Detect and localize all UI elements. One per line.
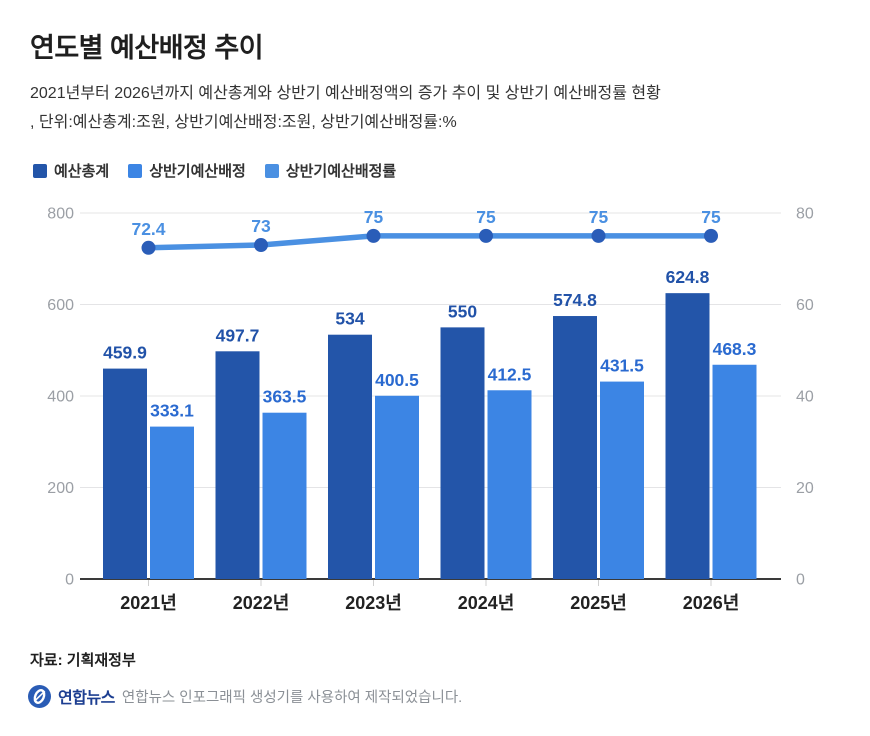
legend-label: 예산총계 [54,163,110,180]
brand-name: 연합뉴스 [58,690,115,707]
svg-text:75: 75 [364,207,384,227]
svg-text:2026년: 2026년 [683,593,740,613]
svg-text:624.8: 624.8 [666,267,710,287]
svg-text:2022년: 2022년 [233,593,290,613]
svg-text:400: 400 [47,389,74,406]
source-note: 자료: 기획재정부 [30,652,136,669]
svg-text:574.8: 574.8 [553,290,597,310]
svg-text:200: 200 [47,480,74,497]
svg-text:534: 534 [335,309,364,329]
svg-text:2024년: 2024년 [458,593,515,613]
subtitle-line-1: 2021년부터 2026년까지 예산총계와 상반기 예산배정액의 증가 추이 및… [30,85,661,102]
svg-text:550: 550 [448,301,477,321]
svg-text:72.4: 72.4 [131,219,165,239]
svg-text:459.9: 459.9 [103,343,147,363]
svg-text:2025년: 2025년 [570,593,627,613]
svg-text:468.3: 468.3 [713,339,757,359]
legend-item-budget-total: 예산총계 [33,160,109,181]
yonhap-logo-icon [28,684,51,708]
svg-text:497.7: 497.7 [216,325,260,345]
svg-text:412.5: 412.5 [488,364,532,384]
svg-text:2021년: 2021년 [120,593,177,613]
page-title: 연도별 예산배정 추이 [30,33,264,63]
svg-text:75: 75 [476,207,496,227]
legend-item-h1-allocation-rate: 상반기예산배정률 [264,160,397,181]
chart-subtitle: 2021년부터 2026년까지 예산총계와 상반기 예산배정액의 증가 추이 및… [30,79,661,137]
svg-text:0: 0 [65,572,74,589]
svg-text:363.5: 363.5 [263,387,307,407]
legend-swatch-icon [128,163,143,178]
svg-text:333.1: 333.1 [150,401,194,421]
footer: 연합뉴스 연합뉴스 인포그래픽 생성기를 사용하여 제작되었습니다. [28,684,462,708]
credit-text: 연합뉴스 인포그래픽 생성기를 사용하여 제작되었습니다. [121,689,463,706]
svg-text:20: 20 [796,480,814,497]
chart-legend: 예산총계 상반기예산배정 상반기예산배정률 [33,160,396,181]
legend-label: 상반기예산배정 [149,163,246,180]
legend-label: 상반기예산배정률 [285,163,397,180]
svg-text:400.5: 400.5 [375,370,419,390]
legend-swatch-icon [33,163,47,178]
budget-trend-chart: 0 0 200 20 400 40 600 60 800 80 2021년 2022년 2023년 202… [0,195,870,625]
subtitle-line-2: , 단위:예산총계:조원, 상반기예산배정:조원, 상반기예산배정률:% [30,114,457,131]
svg-text:2023년: 2023년 [345,593,402,613]
svg-text:75: 75 [589,207,609,227]
svg-text:40: 40 [796,389,814,406]
chart-svg: 0 0 200 20 400 40 600 60 800 80 2021년 2022년 2023년 202… [47,206,814,614]
legend-swatch-icon [264,163,279,178]
svg-text:800: 800 [47,206,74,223]
svg-text:80: 80 [796,206,814,223]
svg-text:73: 73 [251,216,271,236]
svg-text:60: 60 [796,297,814,314]
svg-text:75: 75 [701,207,721,227]
legend-item-h1-allocation: 상반기예산배정 [128,160,246,181]
svg-text:0: 0 [796,572,805,589]
svg-text:431.5: 431.5 [600,356,644,376]
svg-text:600: 600 [47,297,74,314]
